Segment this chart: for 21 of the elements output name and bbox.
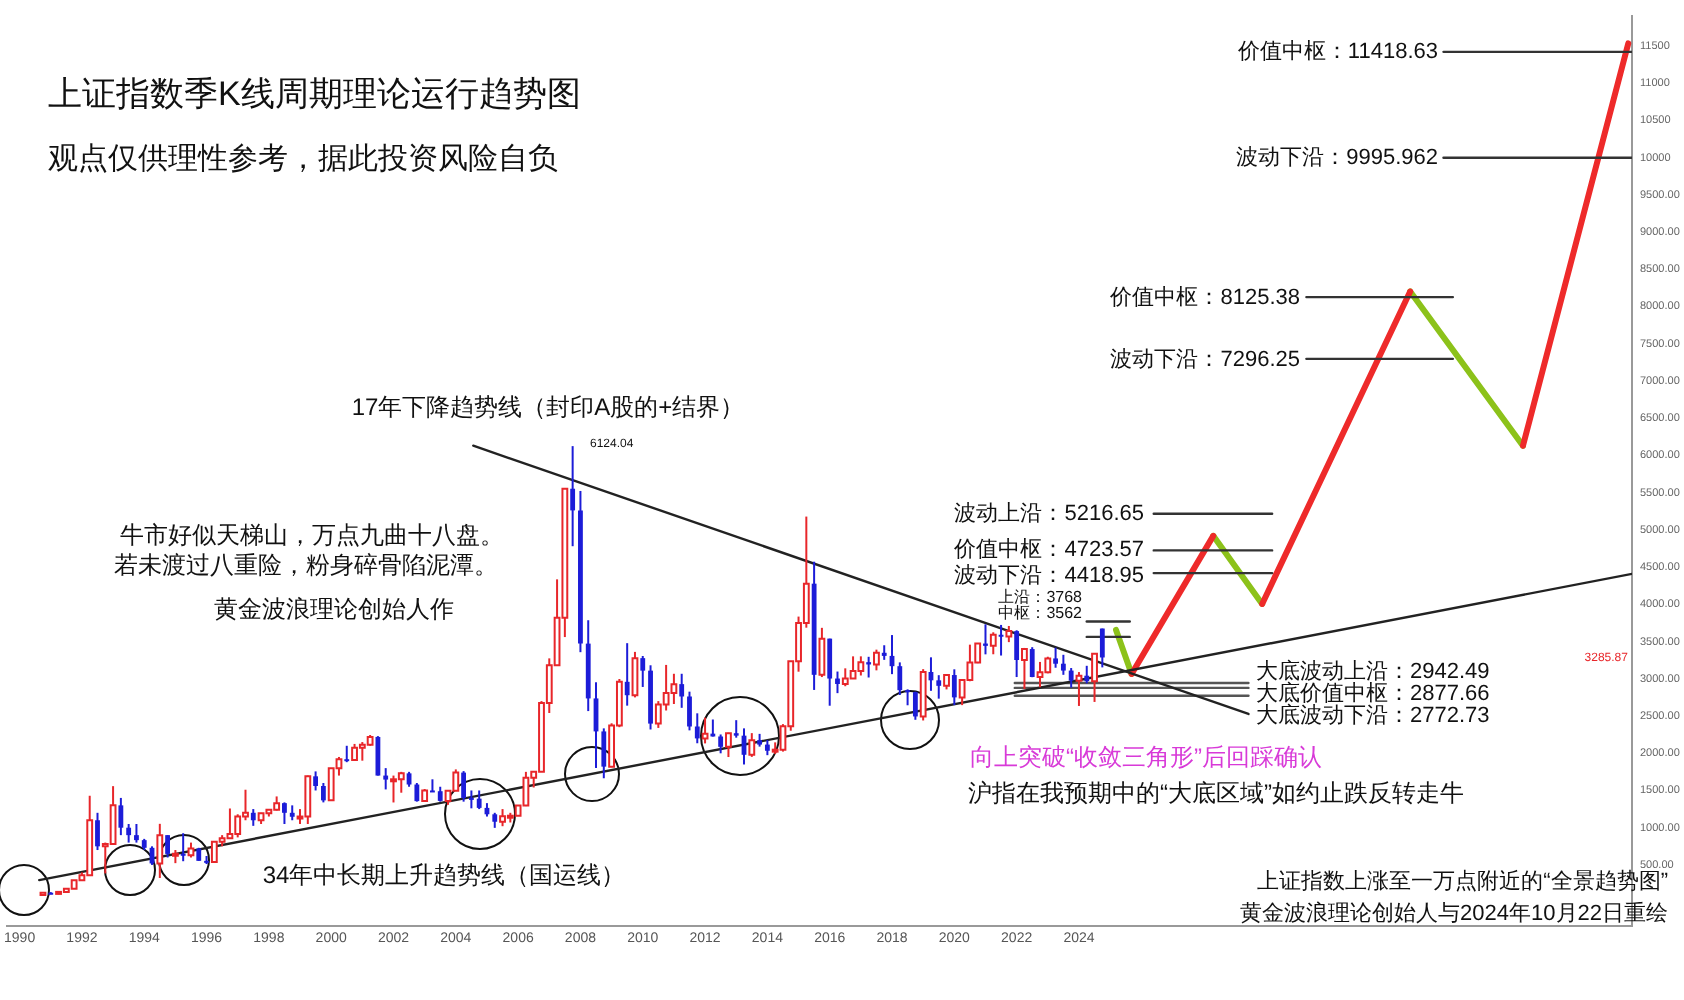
annotation: 价值中枢：8125.38 xyxy=(1108,284,1300,311)
annotation: 波动上沿：5216.65 xyxy=(954,500,1144,527)
annotation: 价值中枢：11418.63 xyxy=(1235,38,1438,65)
annotation: 波动下沿：7296.25 xyxy=(1110,346,1300,373)
annotation: 沪指在我预期中的“大底区域”如约止跌反转走牛 xyxy=(968,778,1464,807)
annotation: 上沿：3768 xyxy=(998,588,1084,607)
annotation: 牛市好似天梯山，万点九曲十八盘。 xyxy=(120,520,504,549)
annotation: 上证指数上涨至一万点附近的“全景趋势图” xyxy=(1257,868,1669,895)
annotation: 黄金波浪理论创始人作 xyxy=(214,594,454,623)
annotation: 价值中枢：4723.57 xyxy=(952,536,1144,563)
annotation: 波动下沿：9995.962 xyxy=(1236,144,1438,171)
annotation: 17年下降趋势线（封印A股的+结界） xyxy=(351,392,745,421)
text: 观点仅供理性参考，据此投资风险自负 xyxy=(48,142,558,177)
text: 上证指数季K线周期理论运行趋势图 xyxy=(48,75,581,114)
annotation: 中枢：3562 xyxy=(998,604,1084,623)
annotation: 黄金波浪理论创始人与2024年10月22日重绘 xyxy=(1240,900,1668,927)
annotation: 波动下沿：4418.95 xyxy=(954,562,1144,589)
annotation: 若未渡过八重险，粉身碎骨陷泥潭。 xyxy=(114,550,498,579)
annotation: 大底波动下沿：2772.73 xyxy=(1256,702,1490,729)
annotation: 向上突破“收敛三角形”后回踩确认 xyxy=(970,742,1322,771)
annotation: 34年中长期上升趋势线（国运线） xyxy=(262,860,626,889)
